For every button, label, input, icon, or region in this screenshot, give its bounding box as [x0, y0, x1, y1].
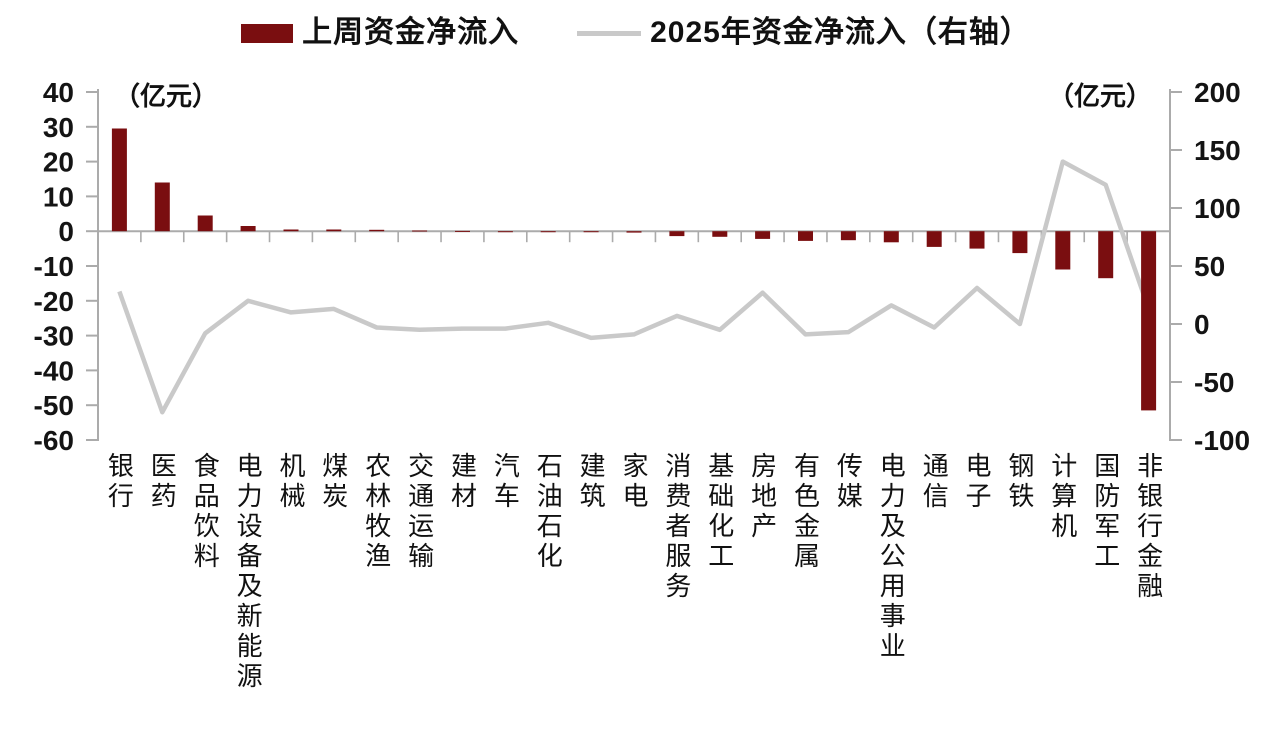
left-axis-tick-label: -30	[34, 321, 74, 352]
bar-last-week-net-inflow	[883, 231, 899, 243]
right-axis-tick-label: 0	[1194, 309, 1210, 340]
left-axis-tick-label: -60	[34, 425, 74, 456]
bar-last-week-net-inflow	[626, 231, 642, 233]
right-axis-tick-label: 50	[1194, 251, 1225, 282]
left-axis-tick-label: 0	[58, 216, 74, 247]
right-axis-tick-label: 150	[1194, 135, 1241, 166]
legend-item-line-series: 2025年资金净流入（右轴）	[577, 10, 1031, 56]
bar-last-week-net-inflow	[798, 231, 813, 241]
bar-last-week-net-inflow	[369, 229, 385, 232]
left-axis-tick-label: -20	[34, 286, 74, 317]
left-axis-tick-label: 40	[43, 77, 74, 108]
bar-last-week-net-inflow	[840, 231, 856, 241]
left-axis-tick-label: 20	[43, 147, 74, 178]
right-axis-unit-label: （亿元）	[1048, 81, 1153, 111]
bar-last-week-net-inflow	[926, 231, 942, 247]
right-axis-tick-label: 100	[1194, 193, 1241, 224]
bar-last-week-net-inflow	[712, 231, 728, 237]
legend-item-bar-series: 上周资金净流入	[241, 10, 519, 56]
left-axis-tick-label: -10	[34, 251, 74, 282]
left-axis-tick-label: 10	[43, 181, 74, 212]
line-series-2025-net-inflow	[117, 159, 1151, 415]
right-axis-tick-label: 200	[1194, 77, 1241, 108]
bar-last-week-net-inflow	[154, 182, 170, 232]
left-axis-tick-label: 30	[43, 112, 74, 143]
bar-last-week-net-inflow	[540, 231, 556, 233]
left-axis-tick-label: -40	[34, 355, 74, 386]
right-axis-tick-label: -50	[1194, 367, 1234, 398]
left-axis-unit-label: （亿元）	[114, 81, 219, 111]
chart-legend: 上周资金净流入 2025年资金净流入（右轴）	[0, 10, 1272, 56]
left-axis-tick-label: -50	[34, 390, 74, 421]
bar-last-week-net-inflow	[197, 215, 213, 232]
line-series-swatch	[577, 30, 642, 36]
bar-last-week-net-inflow	[669, 231, 685, 237]
bar-last-week-net-inflow	[455, 230, 470, 232]
bar-last-week-net-inflow	[111, 128, 127, 232]
bar-last-week-net-inflow	[755, 231, 771, 239]
legend-label-bar-series: 上周资金净流入	[302, 16, 520, 49]
bar-last-week-net-inflow	[283, 229, 299, 232]
bar-last-week-net-inflow	[1098, 231, 1114, 279]
legend-label-line-series: 2025年资金净流入（右轴）	[650, 16, 1031, 49]
bar-series-swatch	[241, 23, 294, 43]
bar-last-week-net-inflow	[1141, 231, 1157, 411]
bar-last-week-net-inflow	[583, 231, 599, 233]
bar-last-week-net-inflow	[1055, 231, 1071, 270]
bar-last-week-net-inflow	[969, 231, 985, 249]
bar-last-week-net-inflow	[240, 226, 256, 232]
bar-last-week-net-inflow	[412, 230, 428, 232]
bar-last-week-net-inflow	[497, 231, 513, 233]
bar-last-week-net-inflow	[1012, 231, 1028, 254]
bar-last-week-net-inflow	[326, 229, 342, 232]
right-axis-tick-label: -100	[1194, 425, 1250, 456]
